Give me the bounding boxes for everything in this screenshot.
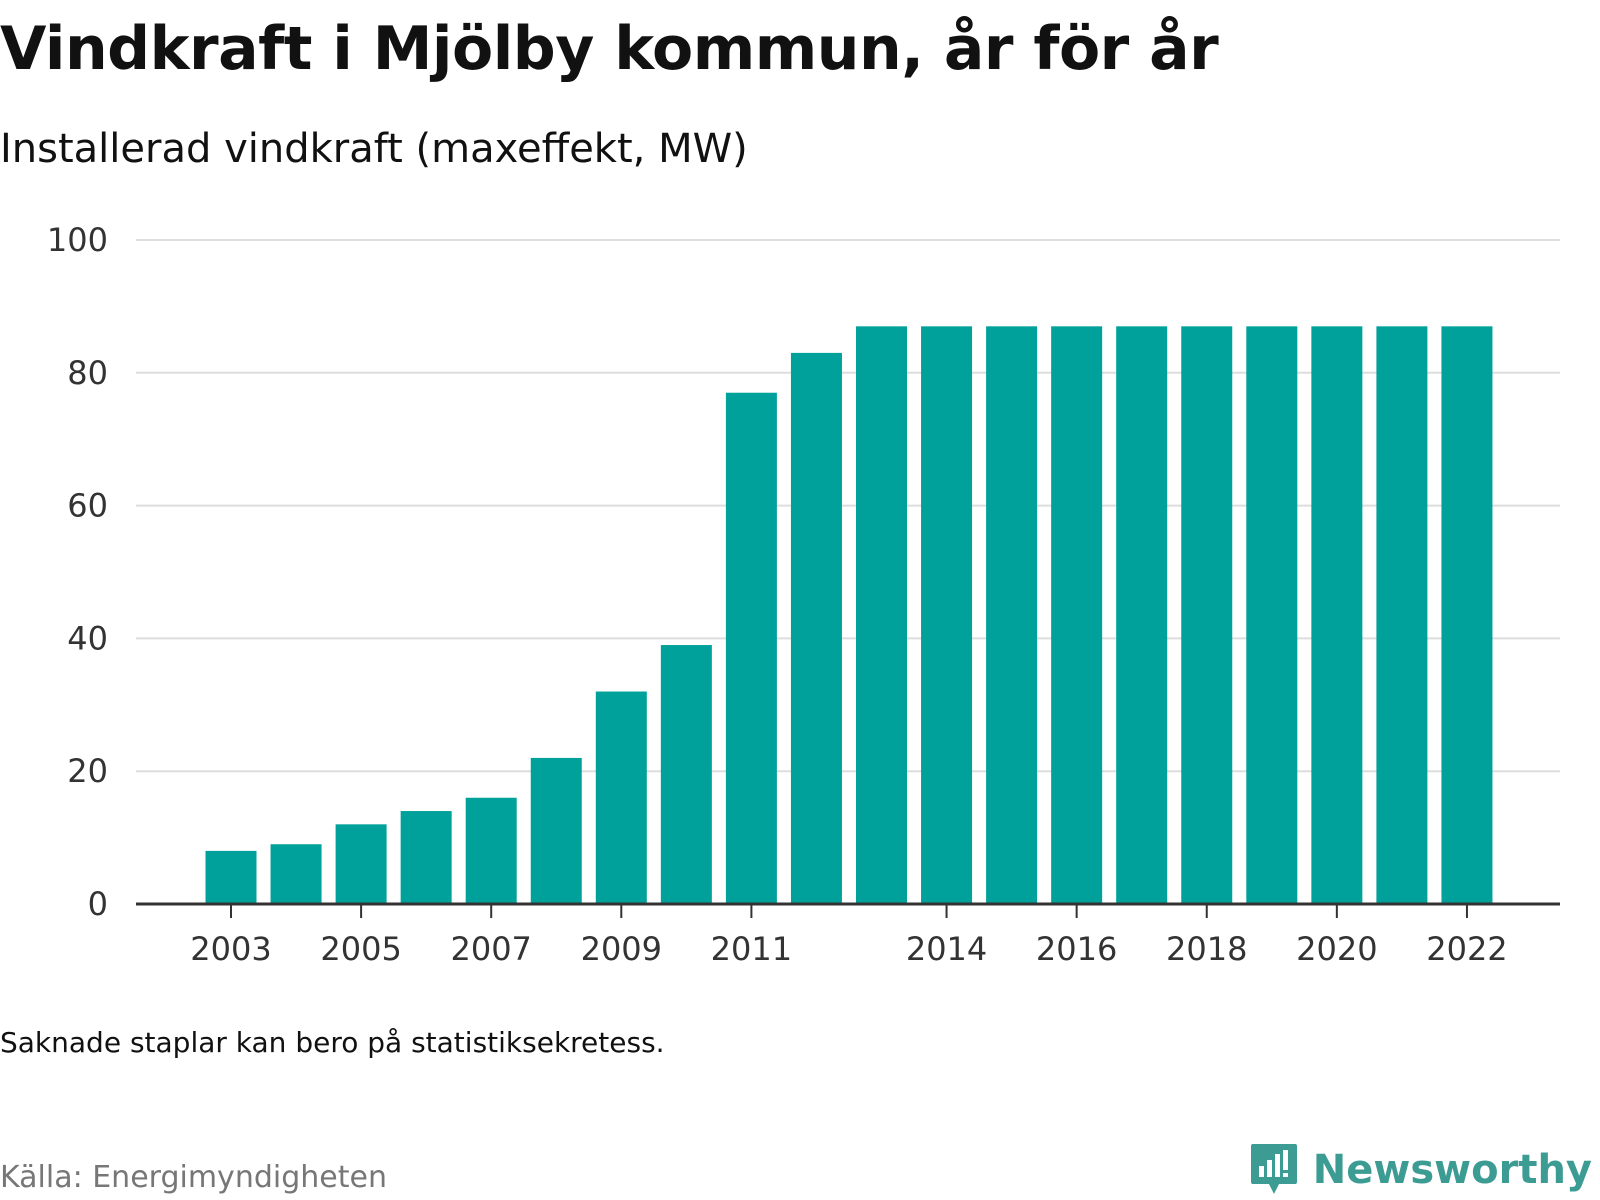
bars <box>205 326 1493 904</box>
brand-logo: Newsworthy <box>1249 1142 1592 1198</box>
bar-2020 <box>1311 326 1363 904</box>
bar-chart: 0 20 40 60 80 100 2003 2005 2007 2009 2011 2014 201… <box>47 221 1560 968</box>
x-axis-labels: 2003 2005 2007 2009 2011 2014 2016 2018 2020 2022 <box>190 930 1507 968</box>
bar-2022 <box>1441 326 1493 904</box>
y-tick-label: 20 <box>67 752 108 790</box>
y-tick-label: 60 <box>67 487 108 525</box>
bar-2011 <box>725 392 777 904</box>
y-axis-labels: 0 20 40 60 80 100 <box>47 221 108 923</box>
y-tick-label: 80 <box>67 354 108 392</box>
chart-subtitle: Installerad vindkraft (maxeffekt, MW) <box>0 126 748 172</box>
bar-2016 <box>1051 326 1103 904</box>
bar-2018 <box>1181 326 1233 904</box>
newsworthy-logo-icon <box>1250 1144 1297 1194</box>
x-tick-label: 2022 <box>1426 930 1507 968</box>
x-tick-label: 2011 <box>711 930 792 968</box>
bar-2019 <box>1246 326 1298 904</box>
bar-2003 <box>205 850 257 904</box>
bar-2014 <box>921 326 973 904</box>
x-tick-label: 2014 <box>906 930 987 968</box>
bar-2008 <box>530 757 582 904</box>
bar-2015 <box>986 326 1038 904</box>
bar-2012 <box>790 352 842 904</box>
bar-2006 <box>400 811 452 904</box>
x-axis-ticks <box>230 904 1468 918</box>
bar-2021 <box>1376 326 1428 904</box>
bar-2013 <box>856 326 907 904</box>
footnote: Saknade staplar kan bero på statistiksek… <box>0 1026 665 1059</box>
chart-title: Vindkraft i Mjölby kommun, år för år <box>0 14 1219 84</box>
x-tick-label: 2016 <box>1036 930 1117 968</box>
bar-2017 <box>1116 326 1168 904</box>
x-tick-label: 2003 <box>190 930 271 968</box>
y-tick-label: 100 <box>47 221 108 259</box>
x-tick-label: 2009 <box>581 930 662 968</box>
x-tick-label: 2005 <box>320 930 401 968</box>
x-tick-label: 2007 <box>450 930 531 968</box>
bar-2007 <box>465 797 517 904</box>
bar-2009 <box>595 691 647 904</box>
bar-2010 <box>660 645 712 904</box>
bar-2005 <box>335 824 387 904</box>
x-tick-label: 2020 <box>1296 930 1377 968</box>
y-tick-label: 40 <box>67 619 108 657</box>
y-tick-label: 0 <box>88 885 108 923</box>
x-tick-label: 2018 <box>1166 930 1247 968</box>
brand-name: Newsworthy <box>1312 1147 1592 1193</box>
source-label: Källa: Energimyndigheten <box>0 1160 387 1195</box>
bar-2004 <box>270 844 322 904</box>
